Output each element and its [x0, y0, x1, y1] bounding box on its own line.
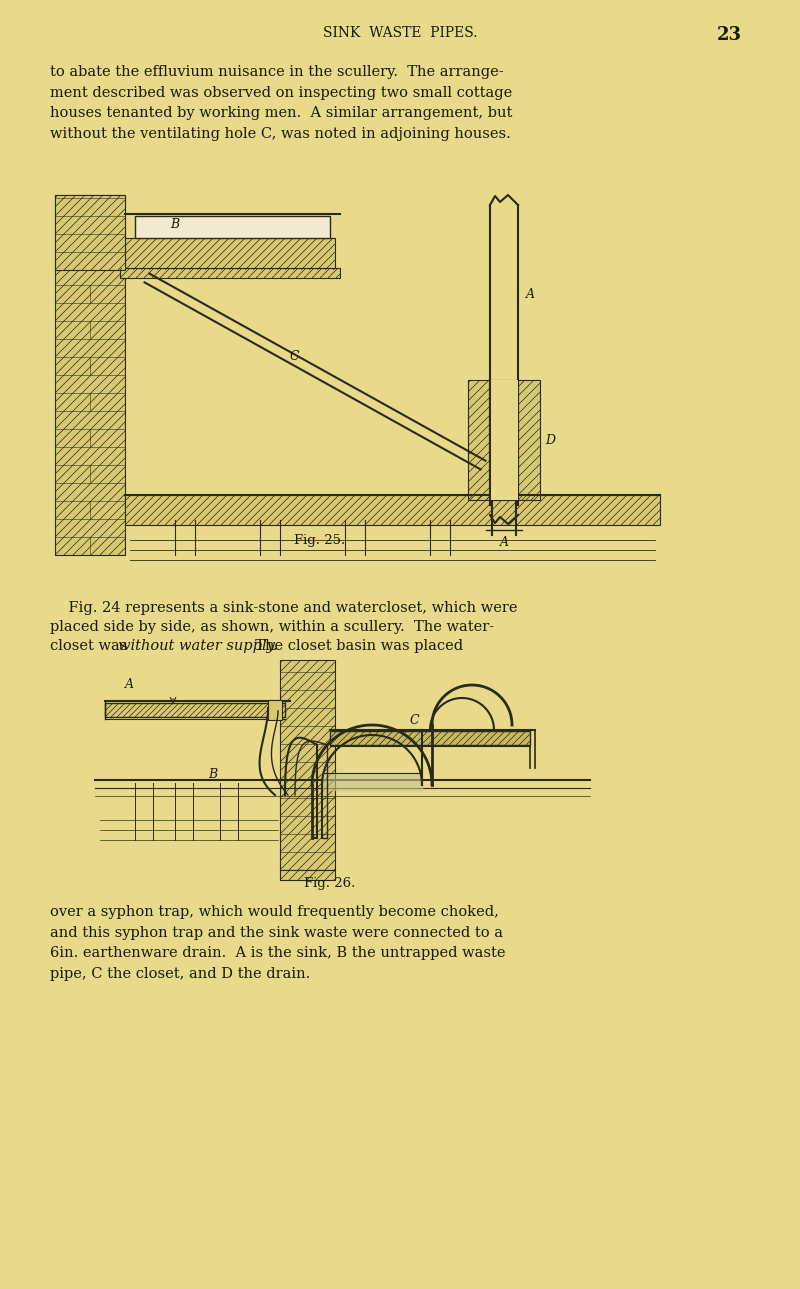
Bar: [105, 703, 285, 717]
Bar: [491, 380, 518, 500]
Bar: [135, 217, 330, 238]
Bar: [280, 660, 335, 870]
Text: C: C: [410, 714, 420, 727]
Text: Fig. 25.: Fig. 25.: [294, 534, 346, 547]
Text: B: B: [208, 768, 217, 781]
Bar: [125, 495, 660, 525]
Text: A: A: [499, 536, 509, 549]
Text: A: A: [526, 289, 535, 302]
Bar: [280, 870, 335, 880]
Text: C: C: [290, 351, 300, 363]
Bar: [55, 195, 125, 269]
Text: D: D: [545, 433, 555, 446]
Text: over a syphon trap, which would frequently become choked,
and this syphon trap a: over a syphon trap, which would frequent…: [50, 905, 506, 981]
Text: B: B: [170, 219, 179, 232]
Text: Fig. 24 represents a sink-stone and watercloset, which were: Fig. 24 represents a sink-stone and wate…: [50, 601, 518, 615]
Bar: [468, 380, 540, 500]
Text: closet was: closet was: [50, 639, 132, 654]
Bar: [125, 238, 335, 269]
Bar: [55, 195, 125, 556]
Text: The closet basin was placed: The closet basin was placed: [246, 639, 463, 654]
Text: A: A: [125, 678, 134, 691]
Text: to abate the effluvium nuisance in the scullery.  The arrange-
ment described wa: to abate the effluvium nuisance in the s…: [50, 64, 512, 141]
Bar: [120, 268, 340, 278]
Bar: [268, 700, 282, 721]
Text: Fig. 26.: Fig. 26.: [304, 877, 356, 889]
Text: SINK  WASTE  PIPES.: SINK WASTE PIPES.: [322, 26, 478, 40]
Text: without water supply.: without water supply.: [118, 639, 278, 654]
Text: placed side by side, as shown, within a scullery.  The water-: placed side by side, as shown, within a …: [50, 620, 494, 634]
Text: 23: 23: [717, 26, 742, 44]
Bar: [330, 731, 530, 745]
